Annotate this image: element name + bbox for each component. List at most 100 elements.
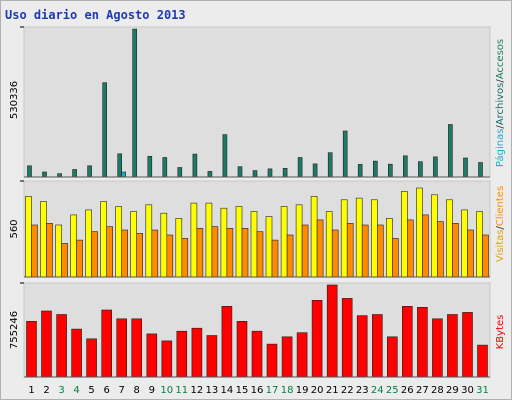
bytes-bytes-bar-15 (236, 320, 248, 378)
visits-visitors-bar-9 (151, 229, 159, 278)
bytes-bytes-bar-3 (56, 314, 67, 378)
visits-visits-bar-22 (340, 199, 348, 278)
visits-visits-bar-11 (175, 218, 183, 278)
visits-visitors-bar-10 (166, 234, 174, 278)
bytes-bytes-bar-21 (326, 284, 338, 378)
visits-visitors-bar-18 (286, 234, 294, 278)
bytes-bytes-bar-2 (41, 310, 52, 378)
visits-visits-bar-5 (85, 209, 92, 278)
visits-visits-bar-8 (130, 211, 137, 278)
bytes-bytes-bar-23 (356, 315, 368, 378)
pages-pages-bar-22 (342, 130, 348, 178)
visits-visits-bar-27 (416, 187, 423, 278)
visits-visitors-bar-24 (376, 224, 384, 278)
pages-panel (23, 26, 491, 178)
bytes-bytes-bar-5 (86, 338, 97, 378)
bytes-bytes-bar-9 (146, 333, 158, 378)
day-label-6: 6 (104, 385, 110, 396)
visits-visitors-bar-23 (361, 224, 369, 278)
visits-visits-bar-3 (55, 224, 62, 278)
pages-pages-bar-12 (192, 153, 198, 178)
visits-visitors-bar-31 (482, 234, 489, 278)
bytes-bytes-bar-8 (131, 318, 142, 378)
day-label-11: 11 (175, 385, 188, 396)
bytes-bytes-bar-30 (462, 312, 473, 378)
visits-visits-bar-7 (115, 206, 122, 278)
day-label-13: 13 (206, 385, 219, 396)
pages-pages-bar-13 (207, 171, 213, 178)
pages-pages-bar-19 (297, 157, 303, 178)
visits-visits-bar-25 (385, 218, 393, 278)
visits-visits-bar-14 (220, 207, 228, 278)
pages-pages-bar-7 (117, 153, 122, 178)
bytes-legend: KBytes (495, 315, 506, 350)
visits-visitors-bar-13 (211, 226, 219, 278)
day-label-10: 10 (160, 385, 173, 396)
day-label-19: 19 (296, 385, 309, 396)
visits-visits-bar-18 (280, 206, 288, 278)
pages-pages-bar-9 (147, 156, 153, 178)
bytes-bytes-bar-14 (221, 305, 233, 378)
pages-pages-bar-28 (433, 156, 438, 178)
visits-visitors-bar-17 (271, 239, 279, 278)
day-label-30: 30 (461, 385, 474, 396)
bytes-bytes-bar-11 (176, 330, 188, 378)
visits-visits-bar-1 (25, 196, 32, 278)
day-label-8: 8 (134, 385, 140, 396)
pages-pages-bar-21 (327, 152, 333, 178)
bytes-bytes-bar-17 (266, 343, 278, 378)
visits-visitors-bar-27 (422, 214, 429, 278)
visits-visits-bar-21 (325, 211, 333, 278)
visits-visitors-bar-1 (31, 224, 38, 278)
bytes-bytes-bar-29 (447, 314, 458, 378)
day-label-17: 17 (266, 385, 279, 396)
visits-visitors-bar-29 (452, 223, 459, 278)
visits-legend: Visitas/Clientes (495, 186, 506, 262)
pages-pages-bar-15 (237, 166, 243, 178)
visits-visits-bar-31 (476, 211, 483, 278)
day-label-15: 15 (236, 385, 249, 396)
day-label-29: 29 (446, 385, 459, 396)
bytes-bytes-bar-4 (71, 328, 82, 378)
visits-visits-bar-2 (40, 201, 47, 278)
bytes-bytes-bar-10 (161, 340, 173, 378)
pages-pages-bar-1 (27, 165, 32, 178)
day-label-21: 21 (326, 385, 339, 396)
bytes-bytes-bar-13 (206, 335, 218, 378)
day-label-1: 1 (28, 385, 34, 396)
day-label-31: 31 (476, 385, 489, 396)
pages-legend-páginas: Páginas (494, 129, 506, 168)
visits-visitors-bar-8 (136, 233, 143, 278)
pages-pages-bar-6 (102, 82, 107, 178)
bytes-bytes-bar-1 (26, 320, 37, 378)
pages-pages-bar-31 (478, 162, 483, 178)
day-label-12: 12 (191, 385, 204, 396)
day-label-22: 22 (341, 385, 354, 396)
visits-visits-bar-6 (100, 201, 107, 278)
bytes-bytes-bar-12 (191, 327, 203, 378)
pages-pages-bar-16 (252, 170, 258, 178)
visits-visitors-bar-26 (406, 219, 414, 278)
visits-visitors-bar-6 (106, 226, 113, 278)
bytes-bytes-bar-7 (116, 318, 127, 378)
visits-legend-visitas: Visitas (495, 230, 506, 263)
bytes-bytes-bar-18 (281, 336, 293, 378)
day-label-18: 18 (281, 385, 294, 396)
visits-visitors-bar-12 (196, 228, 204, 278)
visits-visitors-bar-7 (121, 229, 128, 278)
visits-visitors-bar-30 (467, 229, 474, 278)
day-label-28: 28 (431, 385, 444, 396)
bytes-bytes-bar-27 (417, 306, 428, 378)
pages-pages-bar-20 (312, 163, 318, 178)
visits-visits-bar-23 (355, 197, 363, 278)
bytes-max-label: 755246 (9, 311, 20, 349)
day-label-7: 7 (119, 385, 125, 396)
visits-visits-bar-17 (265, 216, 273, 278)
pages-pages-bar-5 (87, 165, 92, 178)
bytes-bytes-bar-22 (341, 298, 353, 378)
visits-visits-bar-24 (370, 199, 378, 278)
day-label-27: 27 (416, 385, 429, 396)
pages-legend-accesos: Accesos (495, 39, 506, 79)
bytes-bytes-bar-26 (401, 305, 413, 378)
day-label-3: 3 (58, 385, 64, 396)
